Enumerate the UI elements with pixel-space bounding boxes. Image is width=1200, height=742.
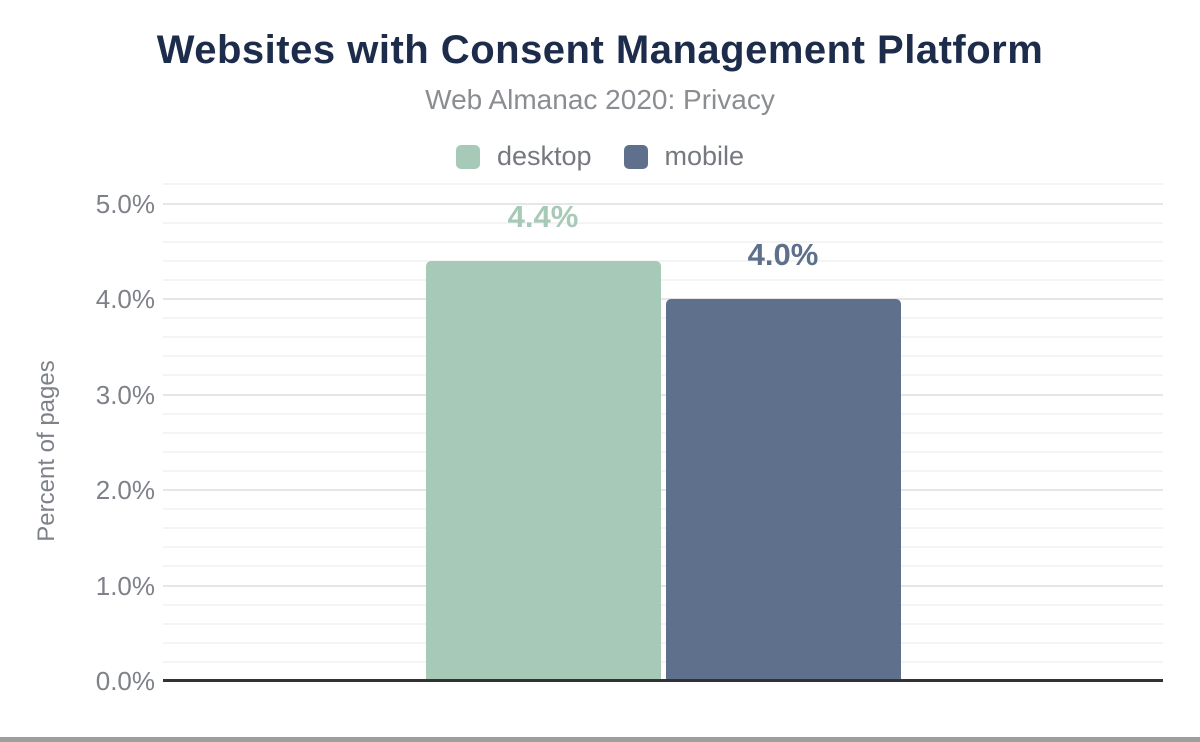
gridline-minor — [163, 660, 1163, 663]
chart-title: Websites with Consent Management Platfor… — [156, 28, 1044, 72]
gridline-minor — [163, 374, 1163, 377]
gridline-minor — [163, 603, 1163, 606]
gridline-major — [163, 489, 1163, 491]
y-tick-label: 2.0% — [95, 475, 155, 505]
y-tick-label: 4.0% — [95, 284, 155, 314]
gridline-minor — [163, 641, 1163, 644]
legend-label-mobile: mobile — [664, 141, 745, 171]
gridline-minor — [163, 221, 1163, 224]
legend-item-mobile[interactable]: mobile — [623, 141, 745, 172]
gridline-minor — [163, 622, 1163, 625]
y-tick-label: 5.0% — [95, 188, 155, 219]
gridline-minor — [163, 412, 1163, 415]
bar-value-label-mobile: 4.0% — [747, 237, 819, 272]
legend-swatch-mobile-icon — [623, 144, 648, 169]
gridline-minor — [163, 431, 1163, 434]
gridline-minor — [163, 278, 1163, 281]
y-tick-label: 3.0% — [95, 379, 155, 410]
gridline-major — [163, 298, 1163, 300]
gridline-minor — [163, 469, 1163, 472]
y-tick-label: 1.0% — [95, 570, 155, 601]
gridline-minor — [163, 336, 1163, 339]
gridline-minor — [163, 565, 1163, 568]
gridline-minor — [163, 508, 1163, 511]
chart-subtitle: Web Almanac 2020: Privacy — [425, 84, 775, 115]
legend-swatch-desktop-icon — [455, 144, 480, 169]
gridline-minor — [163, 450, 1163, 453]
gridline-minor — [163, 183, 1163, 186]
bar-desktop[interactable]: 4.4% — [425, 201, 661, 679]
gridline-minor — [163, 546, 1163, 549]
gridline-minor — [163, 317, 1163, 320]
gridline-minor — [163, 355, 1163, 358]
gridline-major — [163, 202, 1163, 205]
bottom-divider — [0, 737, 1200, 742]
bar-mobile[interactable]: 4.0% — [665, 239, 901, 679]
gridline-major — [163, 393, 1163, 396]
bar-value-label-desktop: 4.4% — [507, 198, 579, 234]
gridline-major — [163, 584, 1163, 587]
x-axis-line — [163, 679, 1163, 682]
gridline-minor — [163, 527, 1163, 530]
legend-label-desktop: desktop — [496, 141, 592, 171]
legend: desktop mobile — [0, 141, 1200, 172]
y-tick-label: 0.0% — [95, 666, 155, 696]
gridline-minor — [163, 240, 1163, 243]
legend-item-desktop[interactable]: desktop — [455, 141, 592, 172]
gridline-minor — [163, 259, 1163, 262]
